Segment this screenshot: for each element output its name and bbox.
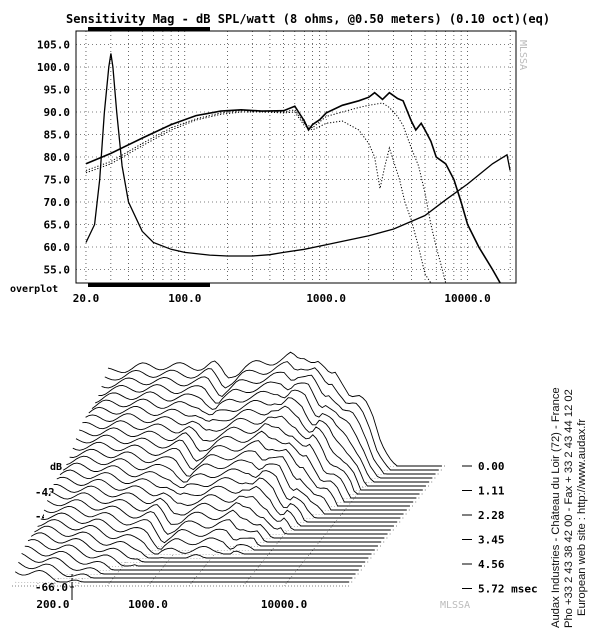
waterfall-slice-line — [56, 476, 391, 531]
time-label: 5.72 msec — [478, 583, 538, 596]
waterfall-slice-line — [75, 434, 410, 507]
waterfall-slice-line — [46, 499, 382, 543]
chart-title: Sensitivity Mag - dB SPL/watt (8 ohms, @… — [66, 12, 550, 26]
x-axis: 20.0 100.0 1000.0 10000.0 — [73, 292, 491, 305]
x-tick-label: 10000.0 — [444, 292, 490, 305]
waterfall-x-tick-label: 10000.0 — [261, 598, 307, 611]
waterfall-slice-line — [40, 512, 375, 551]
y-tick-label: 105.0 — [37, 39, 70, 52]
y-tick-label: 70.0 — [44, 196, 71, 209]
time-label: 4.56 — [478, 558, 505, 571]
y-tick-label: 65.0 — [44, 219, 71, 232]
company-info: Audax Industries - Château du Loir (72) … — [550, 387, 588, 628]
waterfall-slices — [14, 351, 445, 583]
waterfall-watermark: MLSSA — [440, 600, 470, 611]
waterfall-slice-line — [37, 519, 372, 555]
waterfall-slice-line — [91, 397, 426, 487]
overplot-bar — [88, 283, 210, 287]
grid — [76, 31, 516, 283]
watermark-mlssa: MLSSA — [517, 40, 528, 70]
waterfall-slice-line — [24, 545, 359, 571]
waterfall-slice-line — [14, 569, 350, 583]
title-underline-bar — [88, 27, 210, 31]
waterfall-slice-fill — [31, 532, 369, 562]
waterfall-slice-line — [27, 539, 362, 567]
waterfall-slice-line — [50, 491, 385, 539]
waterfall-y-label: dB — [50, 462, 62, 473]
waterfall-x-tick-label: 1000.0 — [128, 598, 168, 611]
waterfall-slice-fill — [15, 570, 353, 582]
y-tick-label: 90.0 — [44, 106, 71, 119]
waterfall-slice-line — [101, 371, 436, 475]
x-tick-label: 20.0 — [73, 292, 100, 305]
y-tick-label: 55.0 — [44, 264, 71, 277]
waterfall-slice-line — [95, 389, 430, 483]
waterfall-slice-line — [34, 525, 369, 559]
waterfall-slice-line — [18, 561, 353, 579]
waterfall-x-tick-label: 200.0 — [36, 598, 69, 611]
waterfall-slice-line — [85, 413, 420, 495]
series-group — [85, 53, 511, 284]
y-axis: 105.0 100.0 95.0 90.0 85.0 80.0 75.0 70.0 65.0 60… — [37, 39, 70, 277]
waterfall-chart: dB -42.0-48.0-54.0-60.0-66.0 200.01000.0… — [12, 351, 538, 611]
time-label: 2.28 — [478, 509, 505, 522]
overplot-label: overplot — [10, 284, 58, 295]
waterfall-slice-line — [104, 361, 439, 471]
waterfall-slice-line — [79, 427, 414, 503]
company-phone-fax: Pho +33 2 43 38 42 00 - Fax + 33 2 43 44… — [563, 389, 575, 628]
y-tick-label: 60.0 — [44, 241, 71, 254]
waterfall-y-tick-label: -66.0 — [35, 581, 68, 594]
waterfall-slice-line — [21, 553, 356, 575]
company-address: Audax Industries - Château du Loir (72) … — [550, 387, 562, 628]
y-tick-label: 75.0 — [44, 174, 71, 187]
waterfall-slice-line — [62, 462, 398, 523]
series-line-1 — [85, 91, 501, 284]
y-tick-label: 85.0 — [44, 129, 71, 142]
x-tick-label: 1000.0 — [306, 292, 346, 305]
time-label: 3.45 — [478, 534, 505, 547]
series-line-3 — [85, 111, 432, 284]
waterfall-time-axis: 0.00 1.11 2.28 3.45 4.56 5.72 msec — [462, 460, 538, 596]
waterfall-slice-fill — [28, 539, 365, 566]
waterfall-slice-line — [88, 405, 423, 491]
waterfall-x-axis: 200.0 1000.0 10000.0 — [36, 598, 307, 611]
waterfall-slice-fill — [18, 562, 356, 578]
frequency-response-chart: Sensitivity Mag - dB SPL/watt (8 ohms, @… — [10, 12, 550, 305]
company-website: European web site : http://www.audax.fr — [576, 419, 588, 616]
waterfall-slice-line — [107, 351, 442, 467]
waterfall-slice-line — [30, 532, 366, 563]
waterfall-slice-line — [72, 441, 407, 511]
waterfall-slice-line — [66, 455, 401, 519]
waterfall-slice-line — [98, 381, 433, 479]
y-tick-label: 80.0 — [44, 151, 71, 164]
time-label: 0.00 — [478, 460, 505, 473]
y-tick-label: 100.0 — [37, 61, 70, 74]
y-tick-label: 95.0 — [44, 84, 71, 97]
time-label: 1.11 — [478, 485, 505, 498]
waterfall-slice-line — [59, 469, 394, 527]
waterfall-slice-line — [53, 483, 388, 535]
series-line-2 — [85, 102, 447, 284]
waterfall-slice-line — [43, 505, 378, 547]
waterfall-slice-line — [69, 448, 404, 515]
waterfall-slice-line — [82, 420, 417, 499]
x-tick-label: 100.0 — [168, 292, 201, 305]
series-line-4 — [85, 53, 511, 257]
